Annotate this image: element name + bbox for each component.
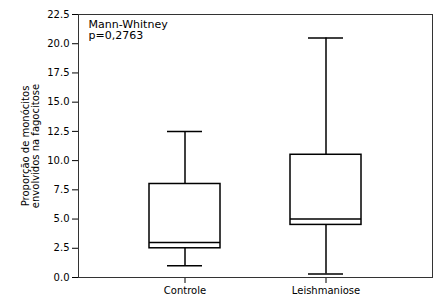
- svg-text:Leishmaniose: Leishmaniose: [292, 285, 360, 296]
- svg-text:22.5: 22.5: [47, 9, 69, 20]
- svg-text:0.0: 0.0: [54, 272, 70, 283]
- svg-text:10.0: 10.0: [47, 155, 69, 166]
- svg-text:12.5: 12.5: [47, 126, 69, 137]
- svg-text:15.0: 15.0: [47, 96, 69, 107]
- svg-text:17.5: 17.5: [47, 67, 69, 78]
- svg-text:7.5: 7.5: [54, 184, 70, 195]
- svg-text:20.0: 20.0: [47, 38, 69, 49]
- svg-text:Proporção de monócitosenvolvid: Proporção de monócitosenvolvidos na fago…: [20, 84, 41, 208]
- svg-text:5.0: 5.0: [54, 213, 70, 224]
- svg-text:Controle: Controle: [164, 285, 206, 296]
- svg-text:Mann-Whitneyp=0,2763: Mann-Whitneyp=0,2763: [89, 18, 169, 42]
- svg-text:2.5: 2.5: [54, 242, 70, 253]
